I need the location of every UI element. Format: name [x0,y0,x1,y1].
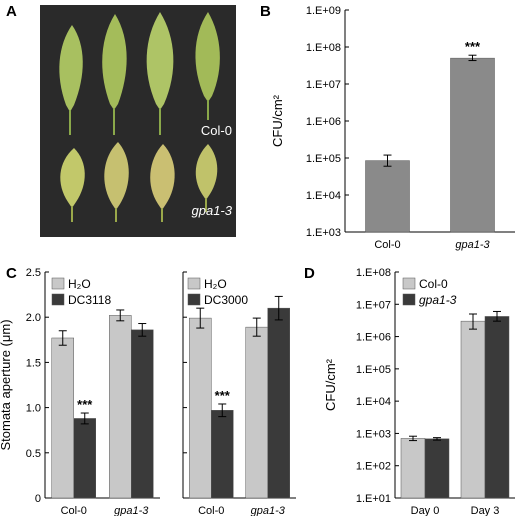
panel-c-letter: C [6,265,17,282]
D-bar [460,320,486,499]
leaf-gpa-1 [60,148,85,208]
D-legend-swatch [402,277,416,290]
D-xtick-label: Day 3 [471,505,500,516]
C-right-bar [267,307,290,499]
D-y-label: CFU/cm² [323,358,338,411]
C-right-legend-label: DC3000 [204,293,248,307]
B-y-label: CFU/cm² [270,94,285,147]
C-left-ytick-label: 2.0 [26,312,41,324]
C-right-legend-swatch [187,277,201,290]
B-xtick-label: Col-0 [374,239,400,251]
C-left-bar [73,418,96,499]
C-left-bar [51,337,74,499]
C-left-bar [109,315,132,499]
C-right-bar [245,326,268,499]
B-bar [365,160,410,233]
C-left-ytick-label: 2.5 [26,267,41,279]
leaf-gpa-4 [195,144,218,200]
D-bar [400,438,426,499]
B-significance: *** [465,39,481,54]
B-xtick-label: gpa1-3 [455,239,490,251]
chart-c-right: *** Col-0 gpa1-3 H₂O DC3000 [182,271,296,516]
B-ytick-label: 1.E+06 [306,116,341,128]
C-left-ytick-label: 1.0 [26,403,41,415]
B-ytick-label: 1.E+09 [306,5,341,17]
photo-label-gpa1-3: gpa1-3 [192,203,233,218]
D-bar [424,438,450,499]
leaf-gpa-3 [150,144,175,210]
panel-d-letter: D [304,265,315,282]
D-bar [484,316,510,499]
C-left-legend-label: DC3118 [68,293,111,307]
C-left-xtick-label: Col-0 [61,505,87,516]
C-right-legend-label: H₂O [204,277,227,291]
C-left-legend-label: H₂O [68,277,91,291]
photo-label-col0: Col-0 [201,123,232,138]
B-ytick-label: 1.E+04 [306,190,341,202]
B-ytick-label: 1.E+05 [306,153,341,165]
C-right-significance: *** [215,388,231,403]
C-right-bar [189,317,212,499]
D-legend-label: gpa1-3 [419,293,457,307]
leaf-gpa-2 [104,142,129,210]
C-right-xtick-label: gpa1-3 [251,505,286,516]
C-left-significance: *** [77,397,93,412]
C-left-ytick-label: 1.5 [26,357,41,369]
C-left-xtick-label: gpa1-3 [114,505,149,516]
chart-b: 1.E+03 1.E+04 1.E+05 1.E+06 1.E+07 1.E+08 1.E+… [270,5,515,251]
D-ytick-label: 1.E+01 [356,493,391,505]
D-ytick-label: 1.E+07 [356,299,391,311]
leaf-photo: Col-0 gpa1-3 [40,5,236,237]
C-right-legend-swatch [187,293,201,306]
C-left-y-label: Stomata aperture (μm) [0,319,13,450]
C-right-bar [211,410,234,499]
C-left-bar [131,329,154,499]
leaf-col0-4 [195,12,220,102]
D-legend-swatch [402,293,416,306]
B-ytick-label: 1.E+07 [306,79,341,91]
C-left-ytick-label: 0 [35,493,41,505]
leaf-col0-1 [59,25,83,112]
chart-c-left: 0 0.5 1.0 1.5 2.0 2.5 *** Col-0 gpa1-3 Stomata ap… [0,267,160,516]
leaf-col0-2 [102,14,127,110]
D-ytick-label: 1.E+05 [356,364,391,376]
leaf-col0-3 [146,12,174,110]
B-ytick-label: 1.E+08 [306,42,341,54]
D-ytick-label: 1.E+04 [356,396,391,408]
C-right-xtick-label: Col-0 [198,505,224,516]
B-bar [450,57,495,233]
C-left-legend-swatch [51,277,65,290]
C-left-ytick-label: 0.5 [26,448,41,460]
D-legend-label: Col-0 [419,277,448,291]
panel-a-letter: A [6,3,17,20]
D-xtick-label: Day 0 [411,505,440,516]
C-left-legend-swatch [51,293,65,306]
D-ytick-label: 1.E+02 [356,461,391,473]
D-ytick-label: 1.E+08 [356,267,391,279]
chart-d: 1.E+01 1.E+02 1.E+03 1.E+04 1.E+05 1.E+06 1.E+… [323,267,515,516]
panel-b-letter: B [260,3,271,20]
D-ytick-label: 1.E+03 [356,428,391,440]
D-ytick-label: 1.E+06 [356,332,391,344]
B-ytick-label: 1.E+03 [306,227,341,239]
